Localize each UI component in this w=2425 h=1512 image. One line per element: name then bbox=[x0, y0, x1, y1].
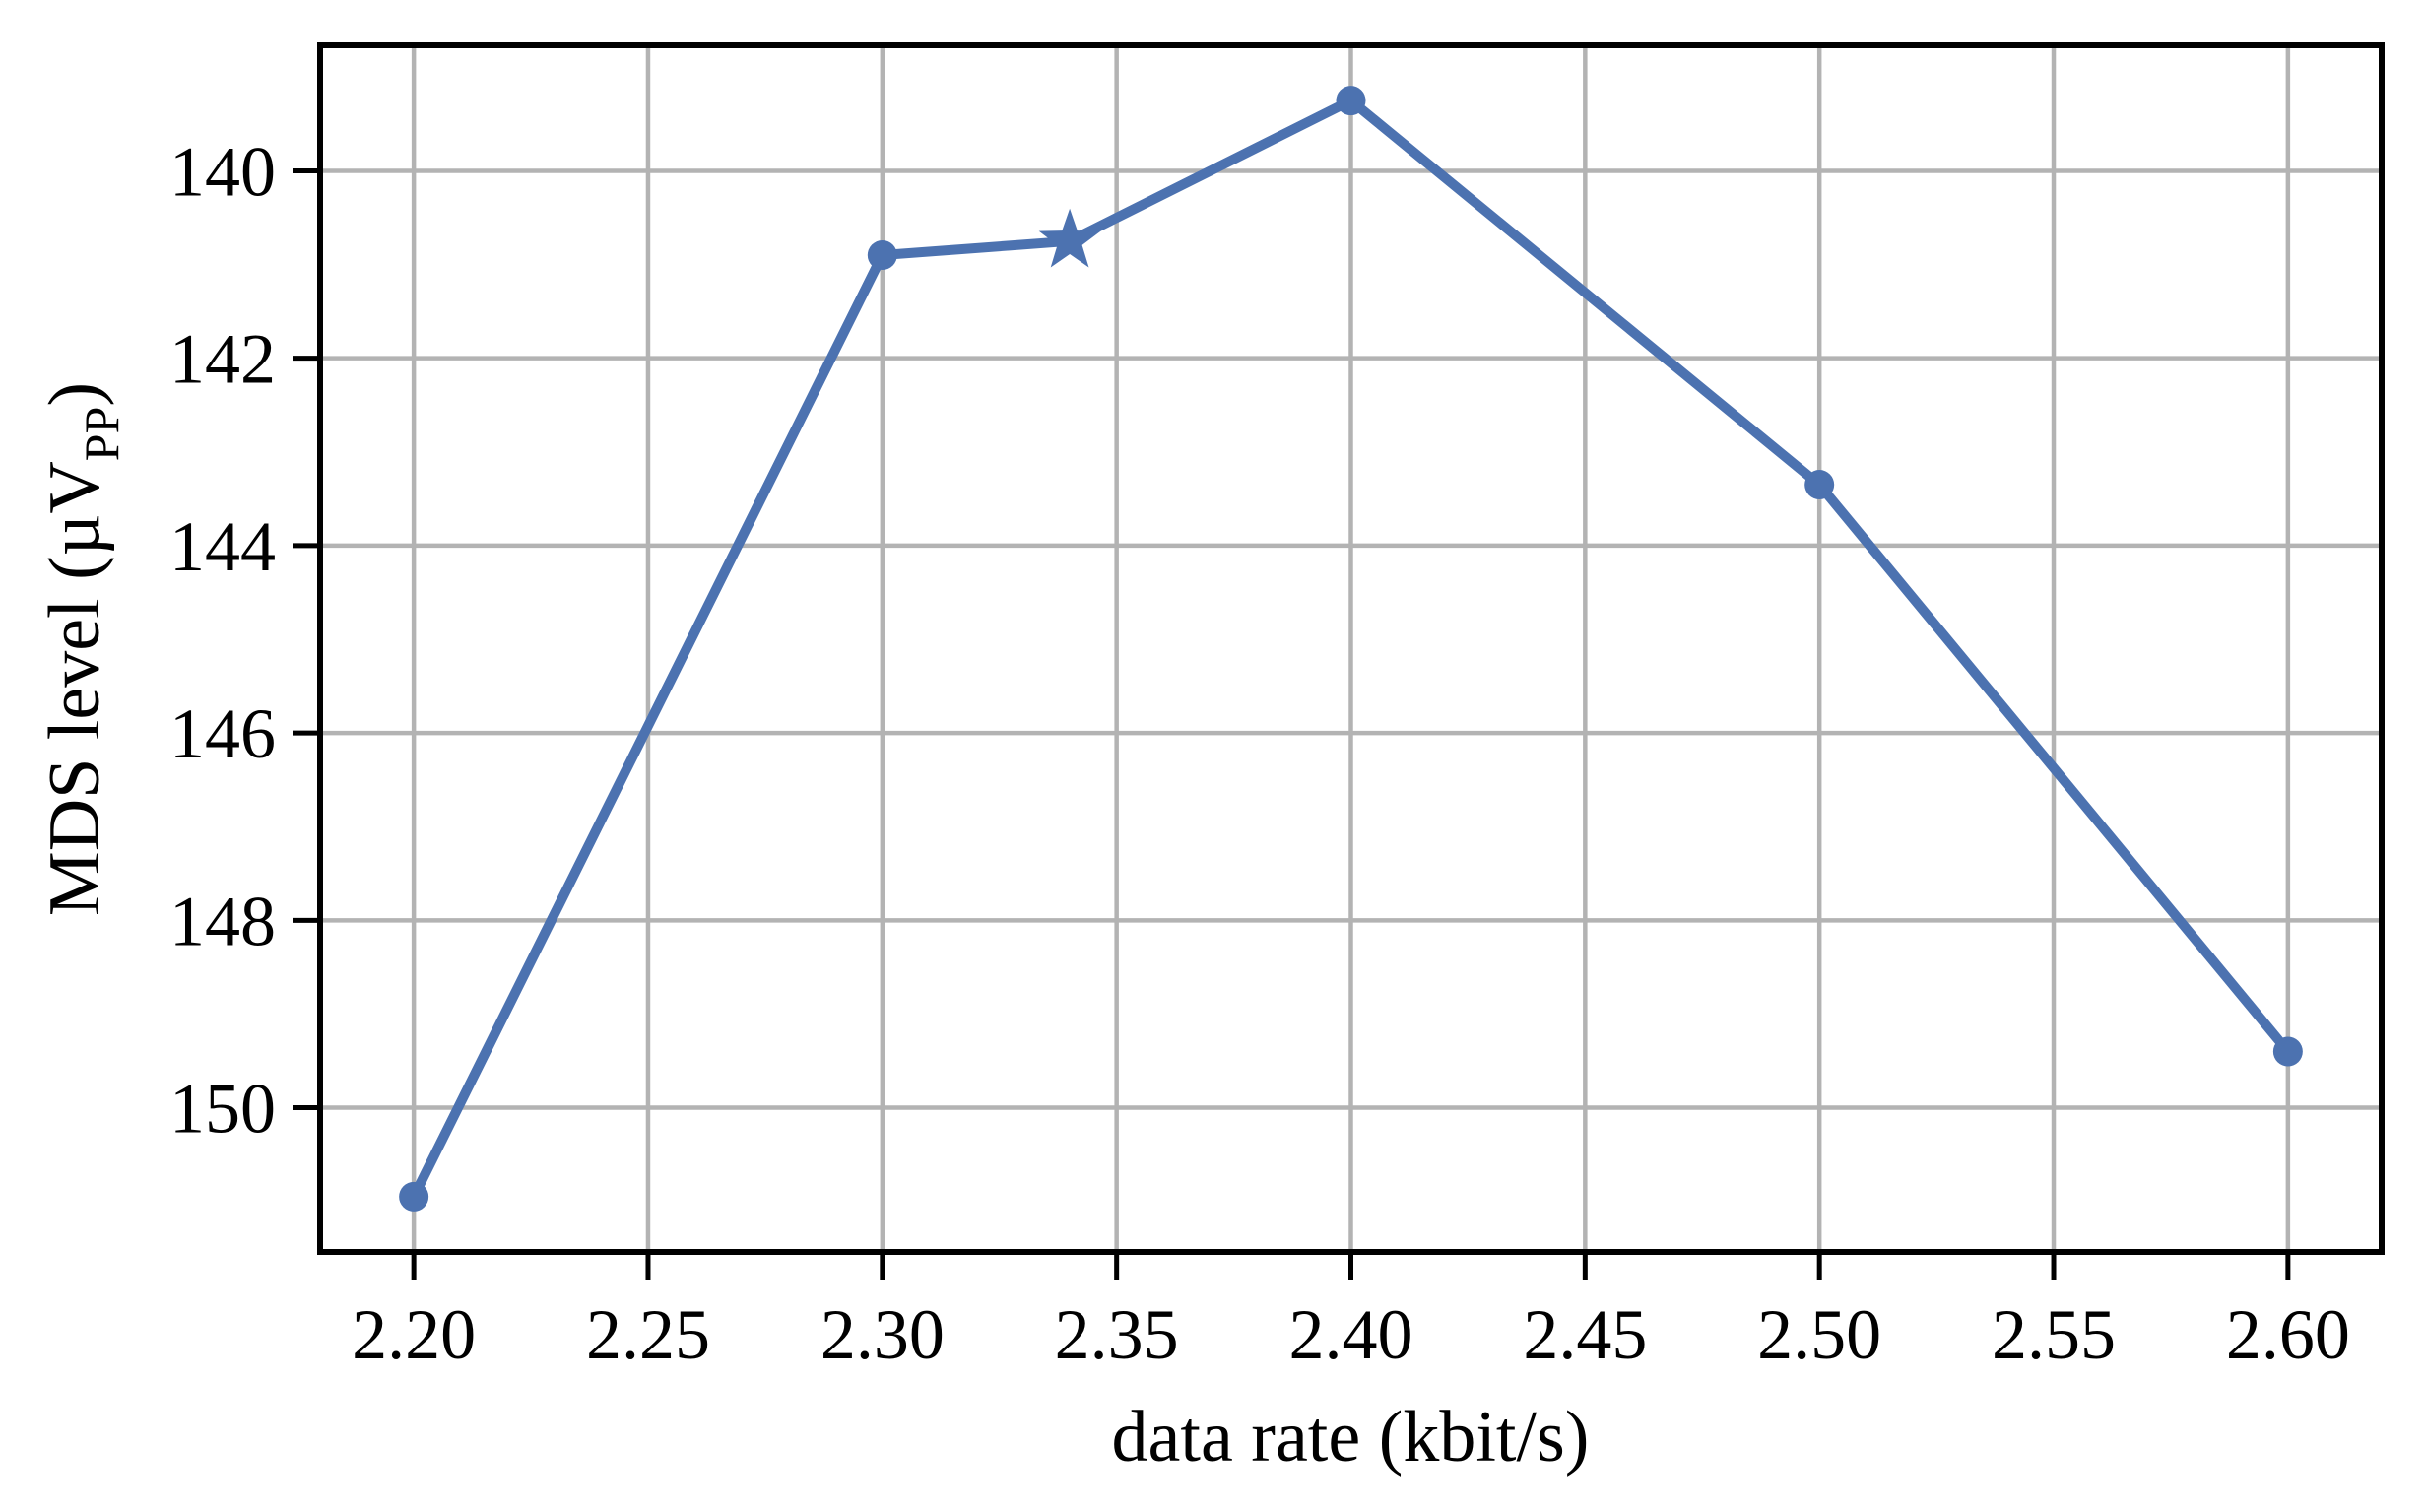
data-point-marker bbox=[2272, 1036, 2303, 1067]
x-tick-label: 2.30 bbox=[820, 1295, 945, 1374]
x-tick-label: 2.45 bbox=[1523, 1295, 1647, 1374]
data-point-marker bbox=[399, 1181, 429, 1212]
axis-ticks bbox=[293, 167, 2291, 1280]
data-point-marker bbox=[1336, 86, 1366, 116]
plot-grid bbox=[320, 45, 2382, 1252]
axis-tick-labels: 2.20 2.25 2.30 2.35 2.40 2.45 2.50 2.55 2.60 140 1… bbox=[169, 132, 2350, 1374]
data-point-marker bbox=[867, 240, 897, 271]
data-series bbox=[399, 86, 2303, 1212]
star-marker bbox=[1038, 208, 1101, 268]
y-axis-label-subscript: PP bbox=[74, 407, 129, 462]
series-line bbox=[409, 96, 2292, 1200]
x-tick-label: 2.60 bbox=[2226, 1295, 2350, 1374]
y-tick-label: 148 bbox=[169, 882, 276, 960]
x-tick-label: 2.50 bbox=[1757, 1295, 1881, 1374]
y-tick-label: 144 bbox=[169, 507, 276, 586]
x-axis-label: data rate (kbit/s) bbox=[1112, 1397, 1590, 1478]
plot-border bbox=[317, 42, 2385, 1255]
y-axis-label-suffix: ) bbox=[34, 382, 115, 407]
plot-spines bbox=[317, 42, 2385, 1255]
y-axis-label: MDS level (µVPP) bbox=[34, 382, 129, 916]
x-tick-label: 2.35 bbox=[1055, 1295, 1179, 1374]
x-tick-label: 2.40 bbox=[1289, 1295, 1413, 1374]
y-tick-label: 142 bbox=[169, 320, 276, 399]
y-tick-label: 146 bbox=[169, 694, 276, 773]
data-point-marker bbox=[1804, 470, 1835, 500]
x-tick-label: 2.55 bbox=[1992, 1295, 2116, 1374]
x-tick-label: 2.25 bbox=[586, 1295, 710, 1374]
x-tick-label: 2.20 bbox=[352, 1295, 476, 1374]
y-tick-label: 150 bbox=[169, 1070, 276, 1149]
y-axis-label-main: MDS level (µV bbox=[34, 461, 115, 916]
y-tick-label: 140 bbox=[169, 132, 276, 211]
